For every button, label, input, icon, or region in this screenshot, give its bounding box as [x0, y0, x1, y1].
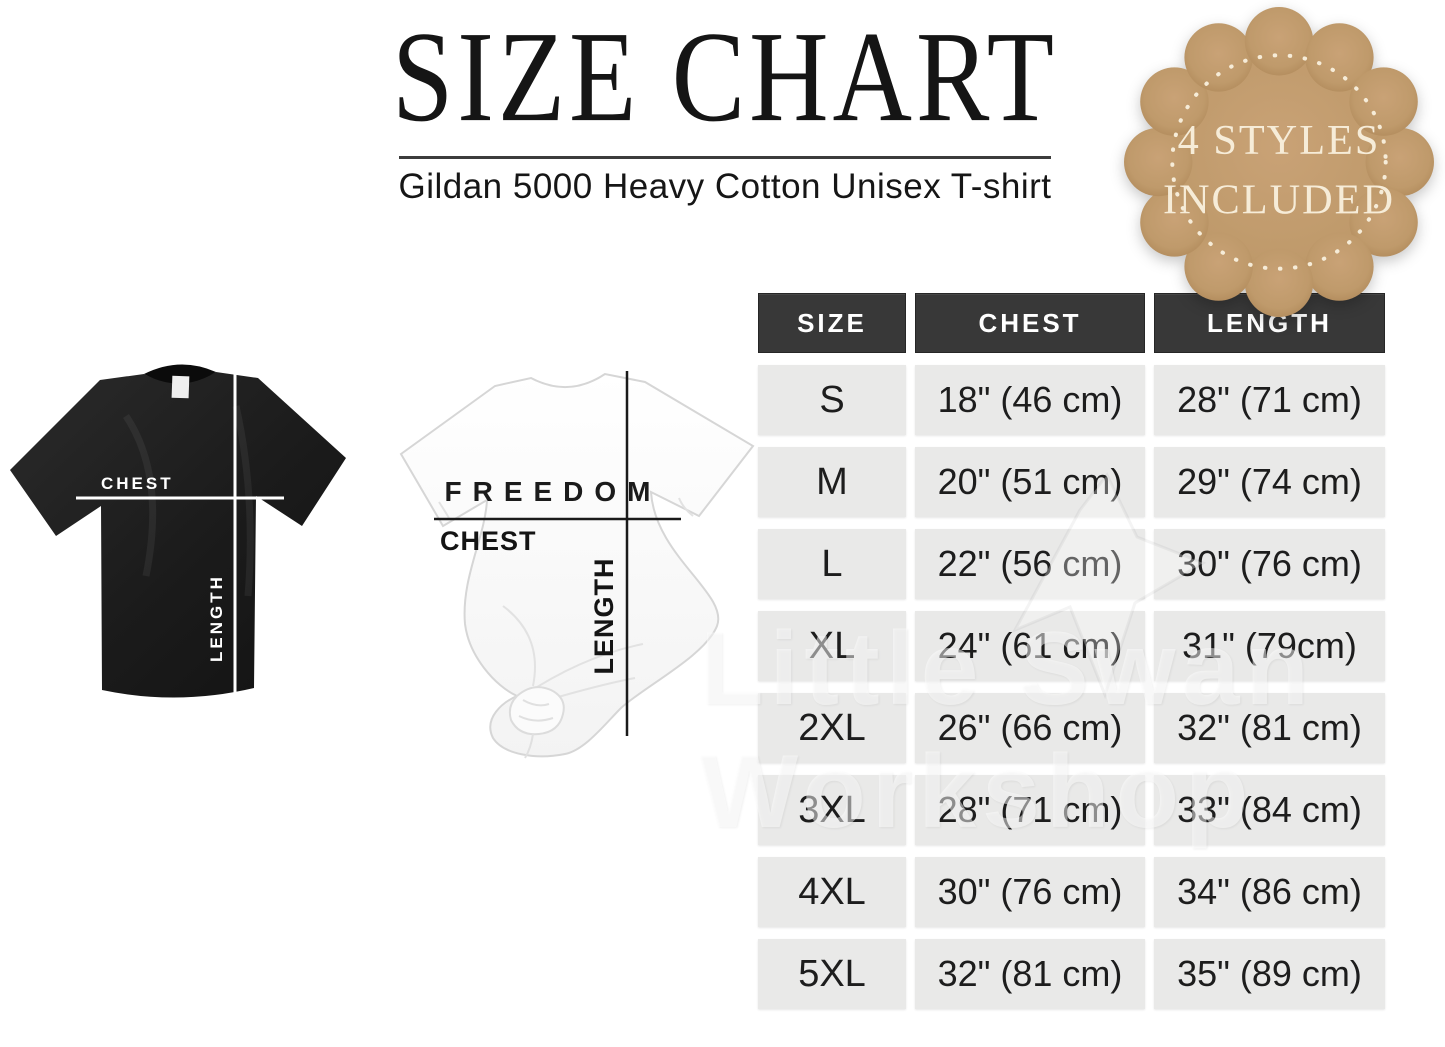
black-tshirt-figure: CHEST LENGTH [10, 364, 346, 702]
column-header-chest: CHEST [915, 293, 1145, 353]
table-cell-length: 35" (89 cm) [1154, 939, 1385, 1009]
badge-text-line1: 4 STYLES [1178, 117, 1381, 164]
white-tshirt-folds [438, 497, 694, 709]
styles-badge: 4 STYLES INCLUDED [1124, 7, 1434, 317]
table-cell-size: 4XL [758, 857, 906, 927]
table-cell-size: 5XL [758, 939, 906, 1009]
white-tshirt-knot [508, 686, 565, 736]
table-cell-size: L [758, 529, 906, 599]
white-tshirt-knot-folds [518, 699, 554, 759]
table-cell-size: 3XL [758, 775, 906, 845]
title-block: SIZE CHART Gildan 5000 Heavy Cotton Unis… [300, 9, 1150, 207]
table-cell-chest: 32" (81 cm) [915, 939, 1145, 1009]
table-cell-chest: 30" (76 cm) [915, 857, 1145, 927]
table-cell-length: 31" (79cm) [1154, 611, 1385, 681]
badge-text-line2: INCLUDED [1163, 176, 1395, 223]
freedom-print: FREEDOM [445, 476, 662, 507]
chest-label: CHEST [440, 526, 537, 556]
table-cell-length: 32" (81 cm) [1154, 693, 1385, 763]
table-cell-size: 2XL [758, 693, 906, 763]
table-cell-chest: 24" (61 cm) [915, 611, 1145, 681]
table-cell-chest: 18" (46 cm) [915, 365, 1145, 435]
table-cell-size: M [758, 447, 906, 517]
title-underline [399, 155, 1051, 159]
table-cell-length: 29" (74 cm) [1154, 447, 1385, 517]
table-cell-size: XL [758, 611, 906, 681]
black-tshirt-body [10, 372, 346, 698]
table-cell-length: 34" (86 cm) [1154, 857, 1385, 927]
length-label: LENGTH [589, 558, 619, 675]
page-subtitle: Gildan 5000 Heavy Cotton Unisex T-shirt [398, 166, 1052, 206]
badge-dotted-ring [1170, 53, 1388, 271]
collar-tag [171, 375, 190, 399]
table-cell-length: 30" (76 cm) [1154, 529, 1385, 599]
table-cell-length: 28" (71 cm) [1154, 365, 1385, 435]
table-cell-chest: 26" (66 cm) [915, 693, 1145, 763]
shirt-collar [144, 364, 216, 384]
table-cell-length: 33" (84 cm) [1154, 775, 1385, 845]
page-title: SIZE CHART [392, 4, 1058, 149]
table-cell-chest: 22" (56 cm) [915, 529, 1145, 599]
column-header-size: SIZE [758, 293, 906, 353]
table-cell-chest: 20" (51 cm) [915, 447, 1145, 517]
table-cell-size: S [758, 365, 906, 435]
white-tshirt-body [399, 372, 755, 758]
size-table: SIZE CHEST LENGTH S 18" (46 cm) 28" (71 … [758, 293, 1385, 1009]
table-cell-chest: 28" (71 cm) [915, 775, 1145, 845]
badge-seal-icon [1124, 7, 1434, 317]
white-tshirt-figure: FREEDOM CHEST LENGTH [399, 371, 755, 759]
chest-label: CHEST [101, 474, 174, 493]
length-label: LENGTH [207, 574, 226, 662]
